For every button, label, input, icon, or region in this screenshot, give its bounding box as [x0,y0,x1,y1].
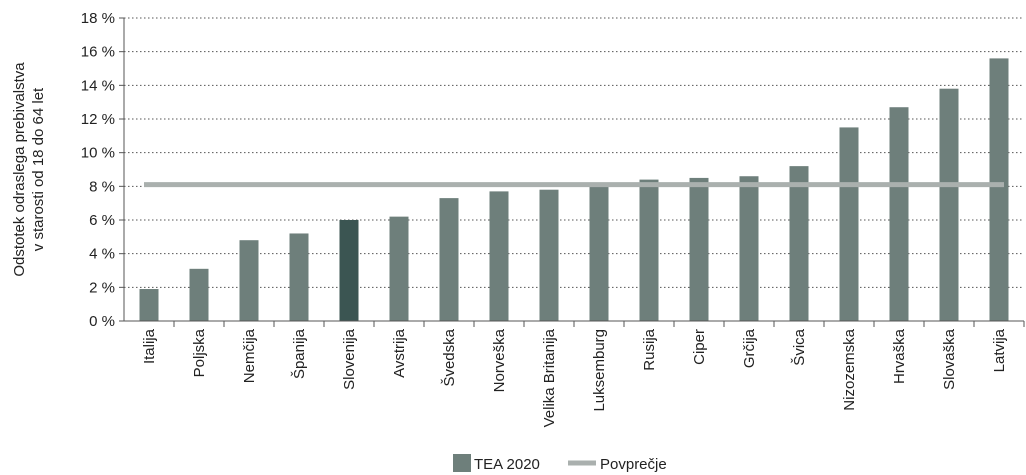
bar [639,179,659,321]
category-label: Švedska [441,328,458,386]
bar [489,191,509,321]
y-tick-label: 18 % [81,10,115,27]
y-tick-label: 14 % [81,77,115,94]
category-label: Luksemburg [591,329,608,412]
category-label: Latvija [991,328,1008,372]
category-label: Slovaška [941,328,958,390]
bar [889,107,909,321]
x-category-labels: Italija Poljska Nemčija Španija Slovenija Avs… [141,328,1008,427]
category-label: Španija [291,328,308,379]
bar [439,198,459,321]
y-tick-label: 8 % [89,178,115,195]
bar [539,189,559,321]
category-label: Švica [791,328,808,365]
bar [789,166,809,321]
legend: TEA 2020 Povprečje [453,454,667,473]
y-tick-label: 12 % [81,111,115,128]
legend-swatch-bar [453,454,471,472]
bar [189,268,209,321]
bar [139,289,159,321]
bar [839,127,859,322]
category-label: Poljska [191,328,208,377]
bar [589,186,609,321]
bar [239,240,259,321]
y-axis-title: Odstotek odraslega prebivalstva v starost… [11,62,47,277]
category-label: Ciper [691,329,708,365]
bar [939,88,959,321]
y-tick-label: 2 % [89,279,115,296]
category-label: Italija [141,328,158,364]
y-tick-label: 6 % [89,212,115,229]
category-label: Nizozemska [841,328,858,410]
bar [389,216,409,321]
y-tick-label: 4 % [89,246,115,263]
category-label: Nemčija [241,328,258,383]
bar [689,177,709,321]
legend-label-tea: TEA 2020 [474,456,540,473]
y-axis-title-line: v starosti od 18 do 64 let [30,87,47,251]
category-label: Rusija [641,328,658,370]
grid-lines [124,17,1024,288]
category-label: Avstrija [391,328,408,378]
category-label: Velika Britanija [541,328,558,427]
y-axis-title-line: Odstotek odraslega prebivalstva [11,62,28,277]
y-tick-label: 10 % [81,145,115,162]
y-tick-label: 16 % [81,44,115,61]
bars [139,58,1009,322]
bar [339,220,359,321]
y-tick-label: 0 % [89,313,115,330]
axes [119,17,1025,327]
bar [739,176,759,321]
category-label: Hrvaška [891,328,908,384]
category-label: Slovenija [341,328,358,390]
bar [289,233,309,321]
y-tick-labels: 0 % 2 % 4 % 6 % 8 % 10 % 12 % 14 % 16 % 18 % [81,10,115,330]
bar [989,58,1009,322]
category-label: Norveška [491,328,508,392]
legend-label-average: Povprečje [600,456,667,473]
category-label: Grčija [741,328,758,368]
